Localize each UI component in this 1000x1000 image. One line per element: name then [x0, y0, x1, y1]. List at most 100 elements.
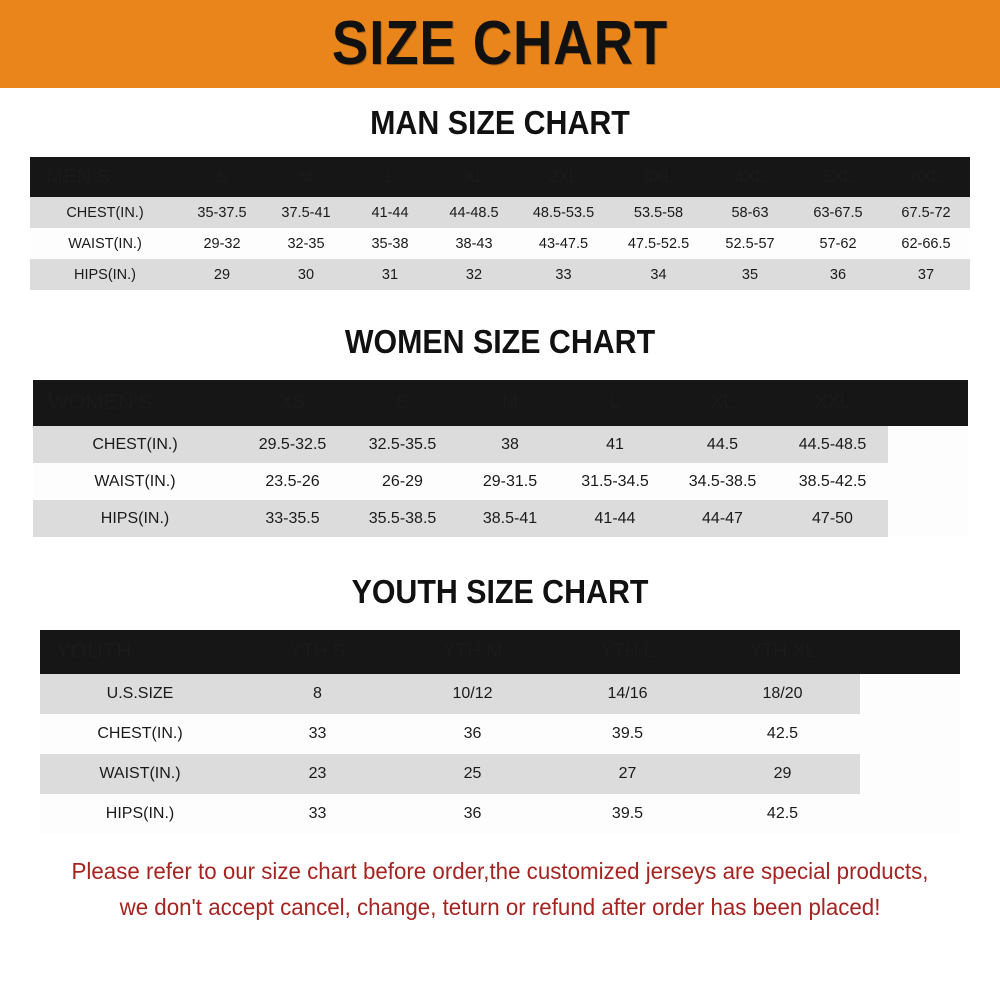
men-cell: 32-35 — [264, 228, 348, 259]
women-cell: 38.5-41 — [457, 500, 563, 537]
youth-corner-label: YOUTH — [40, 630, 240, 674]
men-cell: 30 — [264, 259, 348, 290]
youth-cell: 33 — [240, 794, 395, 834]
women-col-header: L — [562, 380, 668, 426]
women-col-header: S — [347, 380, 458, 426]
women-cell: 41 — [562, 426, 668, 463]
women-col-header: XXL — [777, 380, 888, 426]
men-cell: 41-44 — [348, 197, 432, 228]
men-size-table: MEN'S S M L XL 2XL 3XL 4XL 5XL 6XL CHEST… — [30, 157, 970, 290]
women-cell: 47-50 — [777, 500, 888, 537]
youth-cell: 42.5 — [705, 714, 860, 754]
youth-col-header: YTH M — [395, 630, 550, 674]
men-col-header: 3XL — [611, 157, 706, 197]
men-col-header: M — [264, 157, 348, 197]
men-row-label: WAIST(IN.) — [30, 228, 180, 259]
youth-cell: 18/20 — [705, 674, 860, 714]
women-cell: 31.5-34.5 — [562, 463, 668, 500]
women-col-header: XS — [237, 380, 348, 426]
table-row: WAIST(IN.) 29-32 32-35 35-38 38-43 43-47… — [30, 228, 970, 259]
men-row-label: CHEST(IN.) — [30, 197, 180, 228]
women-cell: 38.5-42.5 — [777, 463, 888, 500]
table-row: HIPS(IN.) 33-35.5 35.5-38.5 38.5-41 41-4… — [32, 500, 968, 537]
youth-header-filler — [860, 630, 960, 674]
men-cell: 29-32 — [180, 228, 264, 259]
youth-row-label: CHEST(IN.) — [40, 714, 240, 754]
women-cell: 23.5-26 — [237, 463, 348, 500]
youth-col-header: YTH S — [240, 630, 395, 674]
women-size-section: WOMEN SIZE CHART WOMEN'S XS S M L XL XXL… — [0, 290, 1000, 537]
youth-col-header: YTH L — [550, 630, 705, 674]
youth-cell: 33 — [240, 714, 395, 754]
youth-cell: 42.5 — [705, 794, 860, 834]
youth-cell: 8 — [240, 674, 395, 714]
youth-col-header: YTH XL — [705, 630, 860, 674]
men-col-header: L — [348, 157, 432, 197]
women-cell: 29.5-32.5 — [237, 426, 348, 463]
men-corner-label: MEN'S — [30, 157, 180, 197]
men-cell: 37 — [882, 259, 970, 290]
women-row-filler — [887, 463, 968, 500]
women-cell: 26-29 — [347, 463, 458, 500]
youth-row-filler — [860, 754, 960, 794]
women-cell: 38 — [457, 426, 563, 463]
table-row: WAIST(IN.) 23.5-26 26-29 29-31.5 31.5-34… — [32, 463, 968, 500]
men-col-header: S — [180, 157, 264, 197]
youth-row-filler — [860, 674, 960, 714]
youth-row-filler — [860, 714, 960, 754]
policy-line-1: Please refer to our size chart before or… — [71, 858, 929, 884]
men-cell: 57-62 — [794, 228, 882, 259]
men-cell: 35-38 — [348, 228, 432, 259]
men-cell: 38-43 — [432, 228, 516, 259]
men-cell: 35 — [706, 259, 794, 290]
men-col-header: 5XL — [794, 157, 882, 197]
women-row-label: CHEST(IN.) — [32, 426, 238, 463]
men-cell: 36 — [794, 259, 882, 290]
youth-cell: 23 — [240, 754, 395, 794]
women-cell: 44-47 — [667, 500, 778, 537]
policy-line-2: we don't accept cancel, change, teturn o… — [119, 893, 881, 920]
women-row-filler — [887, 500, 968, 537]
women-cell: 33-35.5 — [237, 500, 348, 537]
men-cell: 32 — [432, 259, 516, 290]
women-size-table: WOMEN'S XS S M L XL XXL CHEST(IN.) 29.5-… — [32, 380, 968, 537]
women-corner-label: WOMEN'S — [32, 380, 238, 426]
men-cell: 44-48.5 — [432, 197, 516, 228]
table-row: HIPS(IN.) 29 30 31 32 33 34 35 36 37 — [30, 259, 970, 290]
men-cell: 58-63 — [706, 197, 794, 228]
men-header-row: MEN'S S M L XL 2XL 3XL 4XL 5XL 6XL — [30, 157, 970, 197]
table-row: CHEST(IN.) 29.5-32.5 32.5-35.5 38 41 44.… — [32, 426, 968, 463]
table-row: WAIST(IN.) 23 25 27 29 — [40, 754, 960, 794]
youth-cell: 36 — [395, 794, 550, 834]
youth-cell: 39.5 — [550, 714, 705, 754]
women-cell: 41-44 — [562, 500, 668, 537]
youth-cell: 10/12 — [395, 674, 550, 714]
men-row-label: HIPS(IN.) — [30, 259, 180, 290]
men-cell: 43-47.5 — [516, 228, 611, 259]
women-header-row: WOMEN'S XS S M L XL XXL — [32, 380, 968, 426]
men-cell: 53.5-58 — [611, 197, 706, 228]
youth-cell: 14/16 — [550, 674, 705, 714]
youth-header-row: YOUTH YTH S YTH M YTH L YTH XL — [40, 630, 960, 674]
women-row-label: HIPS(IN.) — [32, 500, 238, 537]
women-row-filler — [887, 426, 968, 463]
youth-row-filler — [860, 794, 960, 834]
youth-section-title: YOUTH SIZE CHART — [351, 573, 649, 610]
men-cell: 33 — [516, 259, 611, 290]
women-col-header: XL — [667, 380, 778, 426]
men-cell: 29 — [180, 259, 264, 290]
youth-size-section: YOUTH SIZE CHART YOUTH YTH S YTH M YTH L… — [0, 537, 1000, 834]
men-cell: 62-66.5 — [882, 228, 970, 259]
youth-cell: 27 — [550, 754, 705, 794]
men-cell: 63-67.5 — [794, 197, 882, 228]
women-col-header: M — [457, 380, 563, 426]
youth-row-label: WAIST(IN.) — [40, 754, 240, 794]
men-col-header: 2XL — [516, 157, 611, 197]
women-row-label: WAIST(IN.) — [32, 463, 238, 500]
youth-row-label: U.S.SIZE — [40, 674, 240, 714]
men-cell: 48.5-53.5 — [516, 197, 611, 228]
youth-cell: 36 — [395, 714, 550, 754]
table-row: CHEST(IN.) 35-37.5 37.5-41 41-44 44-48.5… — [30, 197, 970, 228]
women-cell: 32.5-35.5 — [347, 426, 458, 463]
men-cell: 37.5-41 — [264, 197, 348, 228]
